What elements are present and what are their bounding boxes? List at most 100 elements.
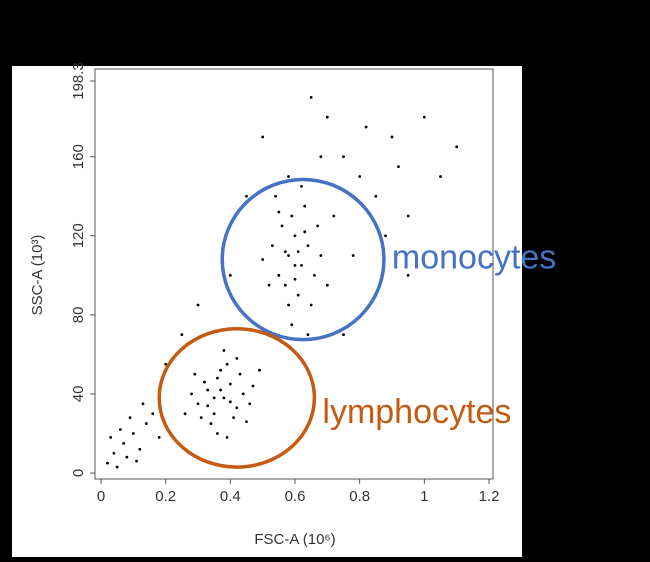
- point: [228, 273, 232, 277]
- point: [316, 224, 320, 228]
- point: [228, 400, 232, 404]
- point: [358, 175, 362, 178]
- point: [309, 96, 313, 99]
- point: [151, 412, 155, 416]
- point: [180, 333, 184, 337]
- point: [251, 384, 255, 388]
- point: [109, 436, 113, 439]
- point: [183, 412, 187, 416]
- point: [196, 402, 200, 406]
- point: [106, 461, 109, 465]
- point: [261, 135, 265, 139]
- point: [406, 273, 410, 277]
- point: [293, 277, 297, 281]
- point: [125, 455, 129, 459]
- point: [325, 283, 329, 287]
- point: [157, 436, 161, 439]
- point: [293, 264, 297, 267]
- gate-label: monocytes: [392, 238, 556, 276]
- point: [319, 155, 323, 159]
- x-tick-label: 0: [97, 488, 105, 505]
- point: [235, 356, 239, 360]
- gate: [157, 326, 317, 469]
- point: [422, 115, 426, 119]
- point: [122, 441, 126, 445]
- point: [219, 388, 223, 392]
- point: [267, 283, 271, 287]
- point: [238, 372, 242, 376]
- point: [406, 214, 410, 218]
- point: [342, 155, 345, 159]
- point: [115, 465, 119, 469]
- point: [141, 402, 145, 406]
- point: [332, 214, 336, 218]
- y-tick-label: 80: [70, 307, 87, 324]
- point: [216, 432, 219, 435]
- gate: [220, 177, 386, 342]
- point: [203, 380, 206, 384]
- point: [222, 349, 226, 352]
- y-tick-label: 120: [70, 223, 87, 248]
- point: [277, 210, 281, 214]
- point: [300, 264, 303, 267]
- point: [313, 273, 316, 277]
- y-tick-label: 198.3: [70, 62, 87, 100]
- point: [280, 224, 284, 228]
- point: [245, 420, 248, 424]
- point: [138, 447, 142, 451]
- point: [290, 323, 294, 327]
- y-axis-label: SSC-A (10³): [29, 235, 46, 316]
- point: [245, 194, 248, 198]
- point: [296, 250, 300, 253]
- point: [283, 250, 287, 253]
- point: [164, 362, 168, 366]
- point: [131, 432, 135, 435]
- point: [277, 273, 281, 277]
- point: [390, 135, 394, 139]
- point: [300, 184, 303, 188]
- point: [342, 333, 345, 337]
- x-tick-label: 0.2: [155, 488, 176, 505]
- point: [235, 406, 239, 410]
- point: [270, 244, 274, 248]
- point: [325, 115, 329, 119]
- point: [219, 368, 223, 372]
- point: [119, 428, 122, 431]
- point: [455, 145, 459, 149]
- panel: [12, 66, 522, 557]
- x-axis-label: FSC-A (10⁶): [254, 531, 335, 548]
- point: [212, 412, 216, 416]
- point: [190, 392, 193, 396]
- point: [212, 396, 216, 400]
- point: [241, 392, 245, 396]
- point: [287, 175, 290, 178]
- point: [216, 376, 219, 380]
- point: [128, 416, 132, 420]
- point: [283, 283, 287, 287]
- x-tick-label: 0.4: [220, 488, 241, 505]
- point: [206, 404, 210, 408]
- point: [206, 388, 210, 392]
- point: [384, 234, 387, 238]
- point: [232, 416, 235, 420]
- gate-label: lymphocytes: [322, 393, 511, 431]
- point: [261, 258, 265, 261]
- point: [293, 234, 297, 238]
- point: [290, 214, 294, 218]
- y-tick-label: 160: [70, 144, 87, 169]
- point: [303, 230, 307, 234]
- point: [287, 303, 290, 307]
- point: [225, 436, 229, 439]
- point: [225, 362, 229, 366]
- x-tick-label: 0.6: [285, 488, 306, 505]
- point: [144, 422, 148, 425]
- point: [364, 125, 368, 129]
- point: [196, 303, 200, 307]
- plot-frame: [94, 68, 494, 480]
- point: [135, 459, 138, 463]
- point: [248, 402, 252, 406]
- point: [397, 165, 400, 168]
- point: [258, 368, 261, 372]
- point: [228, 382, 232, 386]
